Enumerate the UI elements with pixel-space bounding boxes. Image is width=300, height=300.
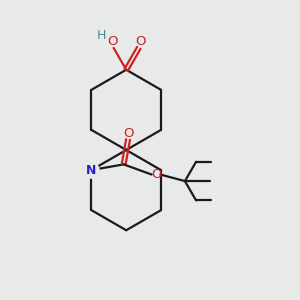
- Text: O: O: [107, 35, 117, 48]
- Text: O: O: [123, 127, 133, 140]
- Text: O: O: [152, 168, 162, 181]
- Text: N: N: [86, 164, 97, 177]
- Text: H: H: [96, 29, 106, 42]
- Text: O: O: [135, 35, 146, 48]
